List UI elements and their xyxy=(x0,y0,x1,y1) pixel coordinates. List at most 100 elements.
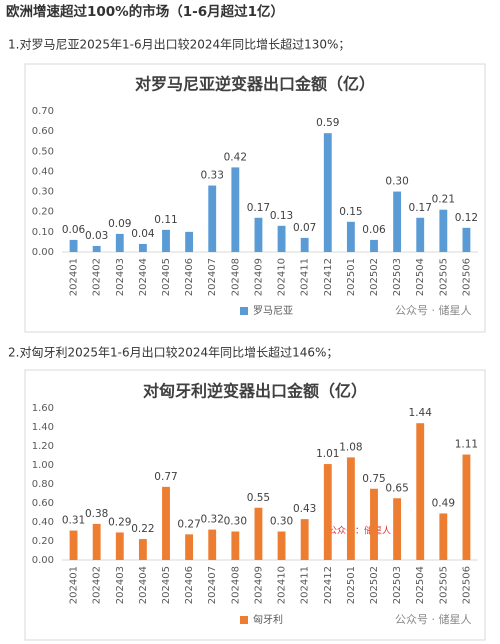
bar xyxy=(370,239,378,252)
x-tick-label: 202505 xyxy=(438,258,449,296)
x-tick-label: 202407 xyxy=(207,566,218,604)
bar xyxy=(346,457,355,560)
bar xyxy=(138,243,147,252)
bar xyxy=(416,217,425,252)
x-tick-label: 202406 xyxy=(184,566,195,604)
data-label: 0.33 xyxy=(201,170,224,182)
x-tick-label: 202412 xyxy=(323,566,334,604)
chart-frame xyxy=(24,63,486,333)
bar xyxy=(416,423,425,560)
watermark: 公众号：储星人 xyxy=(328,525,391,537)
data-label: 0.42 xyxy=(224,151,247,163)
bar xyxy=(185,231,194,252)
y-tick-label: 1.20 xyxy=(32,441,54,452)
data-label: 0.12 xyxy=(455,212,478,224)
data-label: 0.27 xyxy=(177,518,200,530)
y-tick-label: 0.20 xyxy=(32,536,54,547)
data-label: 0.17 xyxy=(247,202,270,214)
y-tick-label: 0.00 xyxy=(32,555,54,566)
y-tick-label: 0.50 xyxy=(32,146,54,157)
y-tick-label: 0.40 xyxy=(32,166,54,177)
x-tick-label: 202405 xyxy=(161,258,172,296)
data-label: 0.77 xyxy=(154,471,177,483)
x-tick-label: 202506 xyxy=(461,258,472,296)
x-tick-label: 202506 xyxy=(461,566,472,604)
bar xyxy=(370,488,378,560)
data-label: 0.13 xyxy=(270,210,293,222)
bar xyxy=(254,507,263,560)
data-label: 0.55 xyxy=(247,492,270,504)
heading: 欧洲增速超过100%的市场（1-6月超过1亿） xyxy=(6,3,284,20)
bar xyxy=(277,225,286,252)
x-tick-label: 202412 xyxy=(323,258,334,296)
bar xyxy=(162,486,170,560)
x-tick-label: 202401 xyxy=(69,566,80,604)
bar xyxy=(231,167,240,252)
bar xyxy=(138,539,147,560)
y-tick-label: 0.20 xyxy=(32,207,54,218)
x-tick-label: 202502 xyxy=(369,566,380,604)
data-label: 0.30 xyxy=(270,516,293,528)
bar xyxy=(346,221,355,252)
bar xyxy=(69,530,78,560)
x-tick-label: 202401 xyxy=(69,258,80,296)
bar xyxy=(462,454,471,560)
bar xyxy=(92,523,101,560)
bar xyxy=(462,227,471,252)
legend-swatch xyxy=(240,616,248,624)
data-label: 0.22 xyxy=(131,523,154,535)
x-tick-label: 202502 xyxy=(369,258,380,296)
x-tick-label: 202403 xyxy=(115,566,126,604)
legend-swatch xyxy=(240,307,248,315)
bar xyxy=(115,532,124,560)
data-label: 1.01 xyxy=(316,448,339,460)
bar xyxy=(185,534,194,560)
bar xyxy=(277,531,286,560)
bar xyxy=(69,239,78,252)
x-tick-label: 202406 xyxy=(184,258,195,296)
watermark: 公众号 · 储星人 xyxy=(395,612,472,626)
bar xyxy=(323,464,332,560)
bar xyxy=(300,237,309,252)
chart-frame xyxy=(24,369,486,641)
bar xyxy=(231,531,240,560)
data-label: 0.31 xyxy=(62,515,85,527)
y-tick-label: 1.60 xyxy=(32,403,54,414)
x-tick-label: 202404 xyxy=(138,566,149,604)
data-label: 0.32 xyxy=(201,514,224,526)
y-tick-label: 1.40 xyxy=(32,422,54,433)
chart-title: 对罗马尼亚逆变器出口金额（亿） xyxy=(135,75,375,94)
bar xyxy=(92,245,101,252)
bar xyxy=(300,519,309,560)
x-tick-label: 202503 xyxy=(392,566,403,604)
bar xyxy=(393,191,402,252)
bar xyxy=(208,185,217,252)
y-tick-label: 0.60 xyxy=(32,498,54,509)
legend-label: 匈牙利 xyxy=(253,613,283,626)
data-label: 0.75 xyxy=(362,473,385,485)
x-tick-label: 202410 xyxy=(277,258,288,296)
data-label: 1.44 xyxy=(409,407,433,419)
x-tick-label: 202408 xyxy=(230,258,241,296)
bar xyxy=(254,217,263,252)
data-label: 0.30 xyxy=(224,516,247,528)
data-label: 0.07 xyxy=(293,222,316,234)
paragraph: 2.对匈牙利2025年1-6月出口较2024年同比增长超过146%； xyxy=(8,345,338,360)
x-tick-label: 202404 xyxy=(138,258,149,296)
bar xyxy=(439,513,448,560)
data-label: 0.43 xyxy=(293,503,316,515)
x-tick-label: 202504 xyxy=(415,258,426,296)
bar xyxy=(115,233,124,252)
y-tick-label: 0.80 xyxy=(32,479,54,490)
data-label: 0.06 xyxy=(362,224,386,236)
x-tick-label: 202505 xyxy=(438,566,449,604)
y-tick-label: 1.00 xyxy=(32,460,54,471)
data-label: 0.29 xyxy=(108,516,131,528)
y-tick-label: 0.30 xyxy=(32,187,54,198)
data-label: 0.49 xyxy=(432,497,455,509)
x-tick-label: 202411 xyxy=(300,258,311,296)
data-label: 0.30 xyxy=(385,176,408,188)
data-label: 0.21 xyxy=(432,194,455,206)
data-label: 0.15 xyxy=(339,206,362,218)
